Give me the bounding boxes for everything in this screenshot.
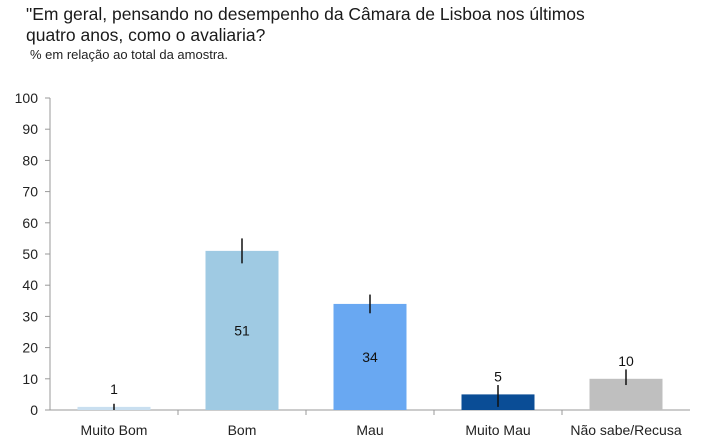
y-tick-label: 30	[22, 308, 38, 324]
y-tick-label: 80	[22, 152, 38, 168]
data-label: 5	[494, 368, 502, 384]
y-tick-label: 10	[22, 371, 38, 387]
category-label: Não sabe/Recusa	[570, 422, 682, 438]
category-label: Muito Bom	[81, 422, 148, 438]
y-tick-label: 40	[22, 277, 38, 293]
chart-axes: 0 10 20 30 40 50 60 70 80 90 100	[15, 90, 690, 418]
y-tick-label: 60	[22, 215, 38, 231]
chart-subtitle: % em relação ao total da amostra.	[30, 47, 228, 62]
chart-error-bars	[113, 238, 627, 410]
y-tick-label: 0	[30, 402, 38, 418]
data-label: 1	[110, 381, 118, 397]
y-tick-label: 100	[15, 90, 39, 106]
chart-data-labels: Muito Bom 1 Bom 51 Mau 34 Muito Mau 5 Não sabe/R…	[81, 322, 682, 438]
data-label: 51	[234, 322, 250, 338]
data-label: 10	[618, 353, 634, 369]
chart-bars	[77, 250, 663, 410]
y-tick-label: 90	[22, 121, 38, 137]
category-label: Muito Mau	[465, 422, 530, 438]
category-label: Bom	[228, 422, 257, 438]
chart-title: "Em geral, pensando no desempenho da Câm…	[26, 4, 585, 45]
y-tick-label: 70	[22, 184, 38, 200]
bar	[333, 303, 407, 410]
y-tick-label: 20	[22, 340, 38, 356]
y-tick-label: 50	[22, 246, 38, 262]
category-label: Mau	[356, 422, 383, 438]
data-label: 34	[362, 349, 378, 365]
bar	[205, 250, 279, 410]
